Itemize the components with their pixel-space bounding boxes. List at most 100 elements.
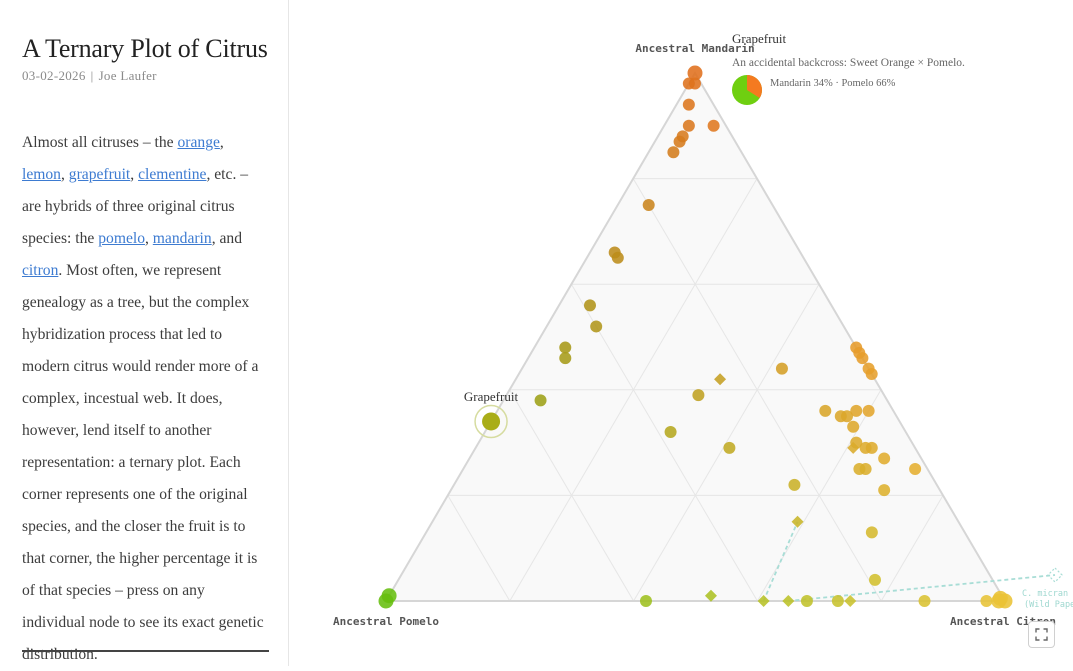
circle-point[interactable] — [909, 463, 922, 475]
tooltip: Grapefruit An accidental backcross: Swee… — [732, 31, 965, 105]
comma: , and — [211, 230, 242, 247]
circle-point[interactable] — [687, 65, 703, 81]
circle-point[interactable] — [611, 251, 624, 264]
circle-point[interactable] — [980, 595, 993, 607]
circle-point[interactable] — [850, 404, 863, 417]
circle-point[interactable] — [819, 404, 832, 417]
ghost-links — [762, 521, 1063, 602]
article-sidebar: A Ternary Plot of Citrus 03-02-2026 | Joe … — [0, 0, 289, 666]
circle-point[interactable] — [667, 146, 680, 159]
tooltip-pie-chart — [732, 75, 762, 105]
circle-point[interactable] — [856, 352, 869, 365]
article-title: A Ternary Plot of Citrus — [22, 34, 268, 63]
circle-point[interactable] — [918, 595, 931, 607]
circle-point[interactable] — [847, 420, 860, 433]
circle-point[interactable] — [992, 590, 1008, 606]
selected-point-label: Grapefruit — [464, 389, 519, 404]
grid-line — [509, 389, 635, 602]
circle-point[interactable] — [859, 441, 872, 454]
comma: , — [145, 230, 153, 247]
meta-separator: | — [90, 68, 94, 83]
ghost-label-line2: (Wild Pape — [1024, 600, 1073, 610]
article-meta: 03-02-2026 | Joe Laufer — [22, 68, 268, 84]
article-body: Almost all citruses – the orange, lemon,… — [22, 127, 268, 671]
circle-point[interactable] — [800, 595, 813, 607]
fullscreen-button[interactable] — [1028, 621, 1055, 648]
circle-point[interactable] — [831, 595, 844, 607]
corner-label-pomelo: Ancestral Pomelo — [333, 615, 439, 628]
circle-point[interactable] — [840, 410, 853, 423]
divider — [22, 650, 269, 652]
diamond-point[interactable] — [844, 595, 857, 607]
ghost-link — [788, 574, 1056, 602]
circle-point[interactable] — [878, 484, 891, 497]
body-text-3: . Most often, we represent genealogy as … — [22, 262, 264, 663]
link-orange[interactable]: orange — [177, 134, 220, 151]
circle-point[interactable] — [378, 593, 394, 609]
chart-area: Ancestral Mandarin Ancestral Pomelo Ance… — [290, 0, 1073, 666]
circle-point[interactable] — [682, 77, 695, 90]
tooltip-title: Grapefruit — [732, 31, 787, 46]
body-text-2: , etc. – are hybrids of three original c… — [22, 166, 249, 247]
grid-line — [880, 495, 944, 602]
comma: , — [130, 166, 139, 183]
data-points[interactable] — [378, 65, 1013, 609]
circle-point[interactable] — [673, 135, 686, 148]
expand-icon — [1035, 628, 1048, 641]
link-lemon[interactable]: lemon — [22, 166, 61, 183]
circle-point[interactable] — [583, 299, 596, 312]
circle-point[interactable] — [707, 119, 720, 132]
tooltip-note: An accidental backcross: Sweet Orange × … — [732, 57, 965, 69]
circle-point[interactable] — [590, 320, 603, 333]
ghost-link — [762, 521, 799, 602]
circle-point[interactable] — [692, 389, 705, 402]
circle-point[interactable] — [853, 463, 866, 475]
article-date: 03-02-2026 — [22, 68, 86, 83]
circle-point[interactable] — [775, 362, 788, 375]
diamond-point[interactable] — [714, 373, 727, 386]
tooltip-breakdown: Mandarin 34% · Pomelo 66% — [770, 78, 896, 89]
corner-label-mandarin: Ancestral Mandarin — [635, 42, 754, 55]
circle-point[interactable] — [682, 119, 695, 132]
pie-slice-mandarin — [747, 75, 762, 99]
circle-point[interactable] — [534, 394, 547, 407]
body-text-1: Almost all citruses – the — [22, 134, 178, 151]
circle-point[interactable] — [559, 352, 572, 365]
circle-point[interactable] — [788, 478, 801, 491]
ghost-label-line1: C. micran — [1022, 589, 1068, 599]
link-mandarin[interactable]: mandarin — [152, 230, 212, 247]
circle-point[interactable] — [868, 573, 881, 586]
circle-point[interactable] — [664, 426, 677, 439]
selection-halo — [474, 404, 508, 439]
comma: , — [60, 166, 69, 183]
circle-point[interactable] — [682, 98, 695, 111]
grid-line — [447, 495, 511, 602]
circle-point[interactable] — [559, 341, 572, 354]
diamond-point[interactable] — [847, 441, 860, 454]
circle-point[interactable] — [723, 441, 736, 454]
circle-point[interactable] — [865, 367, 878, 380]
circle-point[interactable] — [639, 595, 652, 607]
grid-line — [633, 283, 820, 602]
diamond-point[interactable] — [757, 595, 770, 607]
selected-point — [482, 412, 501, 431]
link-clementine[interactable]: clementine — [138, 166, 207, 183]
comma: , — [219, 134, 224, 151]
circle-point[interactable] — [865, 526, 878, 539]
ghost-node-icon — [1047, 567, 1063, 583]
link-pomelo[interactable]: pomelo — [98, 230, 145, 247]
ternary-triangle — [386, 73, 1005, 601]
circle-point[interactable] — [862, 404, 875, 417]
triangle-outline — [384, 71, 1007, 602]
circle-point[interactable] — [878, 452, 891, 465]
link-citron[interactable]: citron — [22, 262, 59, 279]
link-grapefruit[interactable]: grapefruit — [68, 166, 131, 183]
circle-point[interactable] — [642, 199, 655, 211]
diamond-point[interactable] — [782, 595, 795, 607]
selection-group — [474, 404, 508, 439]
grid-line — [570, 283, 758, 602]
article-author: Joe Laufer — [98, 68, 157, 83]
diamond-point[interactable] — [704, 589, 717, 602]
ternary-plot[interactable]: Ancestral Mandarin Ancestral Pomelo Ance… — [290, 0, 1073, 666]
diamond-point[interactable] — [791, 515, 804, 528]
